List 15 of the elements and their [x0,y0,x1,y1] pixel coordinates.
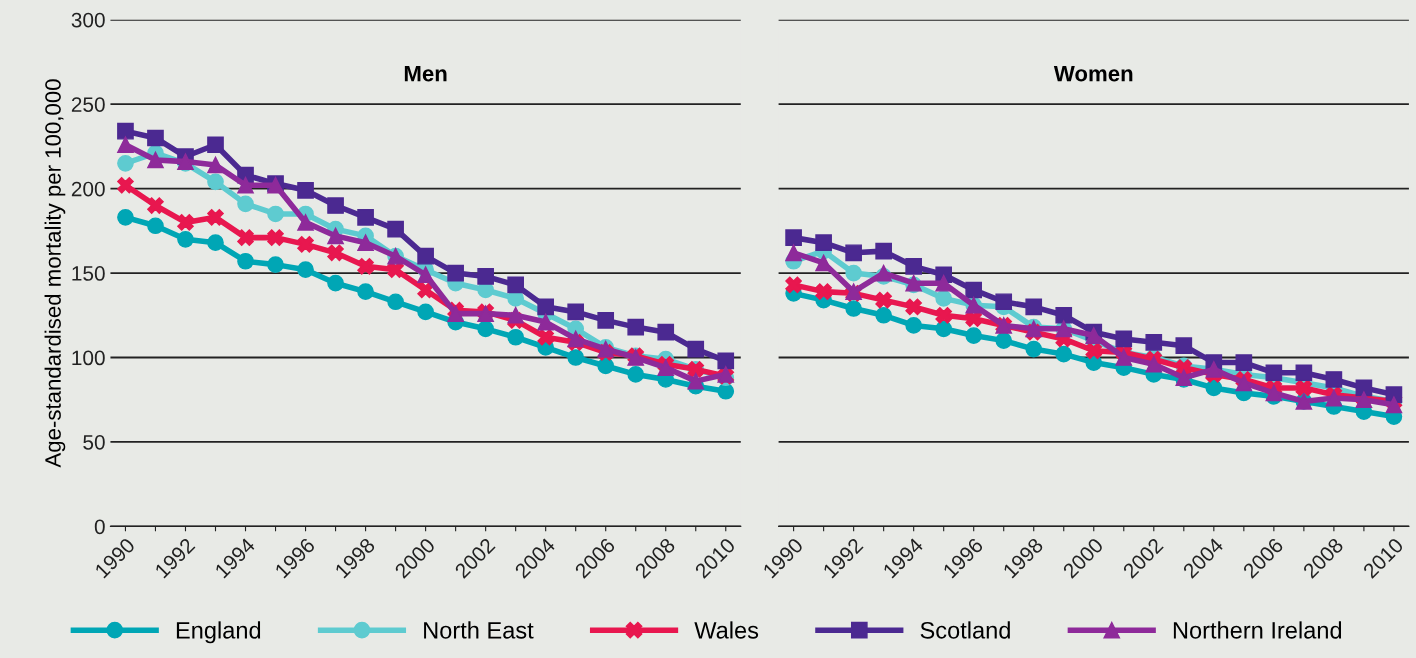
legend-label: North East [424,621,534,639]
y-tick-label: 300 [71,12,105,28]
y-axis-title: Age-standardised mortality per 100,000 [44,79,66,468]
y-tick-label: 0 [94,519,105,535]
y-tick-label: 200 [71,181,105,197]
legend-label: Scotland [920,621,1010,639]
y-tick-label: 50 [83,434,105,450]
y-tick-label: 100 [72,350,105,366]
text: Men [404,65,447,82]
y-tick-label: 150 [72,266,105,281]
legend-label: Wales [694,621,759,639]
y-tick-label: 250 [71,97,105,112]
text: Women [1053,65,1133,82]
legend-label: Northern Ireland [1173,621,1342,639]
legend-label: England [176,621,261,644]
